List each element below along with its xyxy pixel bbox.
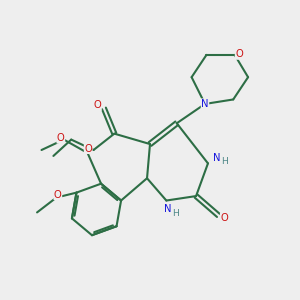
Text: O: O [220,213,228,223]
Text: O: O [94,100,101,110]
Text: O: O [84,143,92,154]
Text: O: O [235,49,243,59]
Text: H: H [172,209,179,218]
Text: H: H [221,158,228,166]
Text: N: N [164,204,172,214]
Text: O: O [54,190,62,200]
Text: N: N [201,99,209,109]
Text: O: O [57,133,65,143]
Text: N: N [213,153,220,163]
